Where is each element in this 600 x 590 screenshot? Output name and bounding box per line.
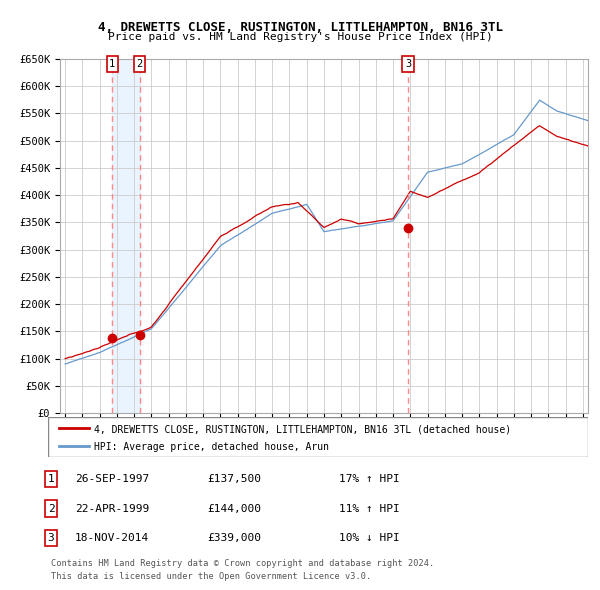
Text: 17% ↑ HPI: 17% ↑ HPI [339, 474, 400, 484]
Text: 22-APR-1999: 22-APR-1999 [75, 504, 149, 513]
Text: HPI: Average price, detached house, Arun: HPI: Average price, detached house, Arun [94, 442, 329, 452]
Text: 10% ↓ HPI: 10% ↓ HPI [339, 533, 400, 543]
Text: 4, DREWETTS CLOSE, RUSTINGTON, LITTLEHAMPTON, BN16 3TL: 4, DREWETTS CLOSE, RUSTINGTON, LITTLEHAM… [97, 21, 503, 34]
Text: 4, DREWETTS CLOSE, RUSTINGTON, LITTLEHAMPTON, BN16 3TL (detached house): 4, DREWETTS CLOSE, RUSTINGTON, LITTLEHAM… [94, 424, 511, 434]
Text: £144,000: £144,000 [207, 504, 261, 513]
Text: 18-NOV-2014: 18-NOV-2014 [75, 533, 149, 543]
Text: 3: 3 [405, 59, 412, 69]
Text: 1: 1 [47, 474, 55, 484]
Bar [112, 59, 140, 413]
Text: Price paid vs. HM Land Registry's House Price Index (HPI): Price paid vs. HM Land Registry's House … [107, 32, 493, 42]
Text: This data is licensed under the Open Government Licence v3.0.: This data is licensed under the Open Gov… [51, 572, 371, 581]
FancyBboxPatch shape [48, 417, 588, 457]
Text: Contains HM Land Registry data © Crown copyright and database right 2024.: Contains HM Land Registry data © Crown c… [51, 559, 434, 568]
Text: 11% ↑ HPI: 11% ↑ HPI [339, 504, 400, 513]
Text: £339,000: £339,000 [207, 533, 261, 543]
Text: 2: 2 [136, 59, 143, 69]
Text: 26-SEP-1997: 26-SEP-1997 [75, 474, 149, 484]
Text: 1: 1 [109, 59, 115, 69]
Text: 3: 3 [47, 533, 55, 543]
Text: 2: 2 [47, 504, 55, 513]
Text: £137,500: £137,500 [207, 474, 261, 484]
